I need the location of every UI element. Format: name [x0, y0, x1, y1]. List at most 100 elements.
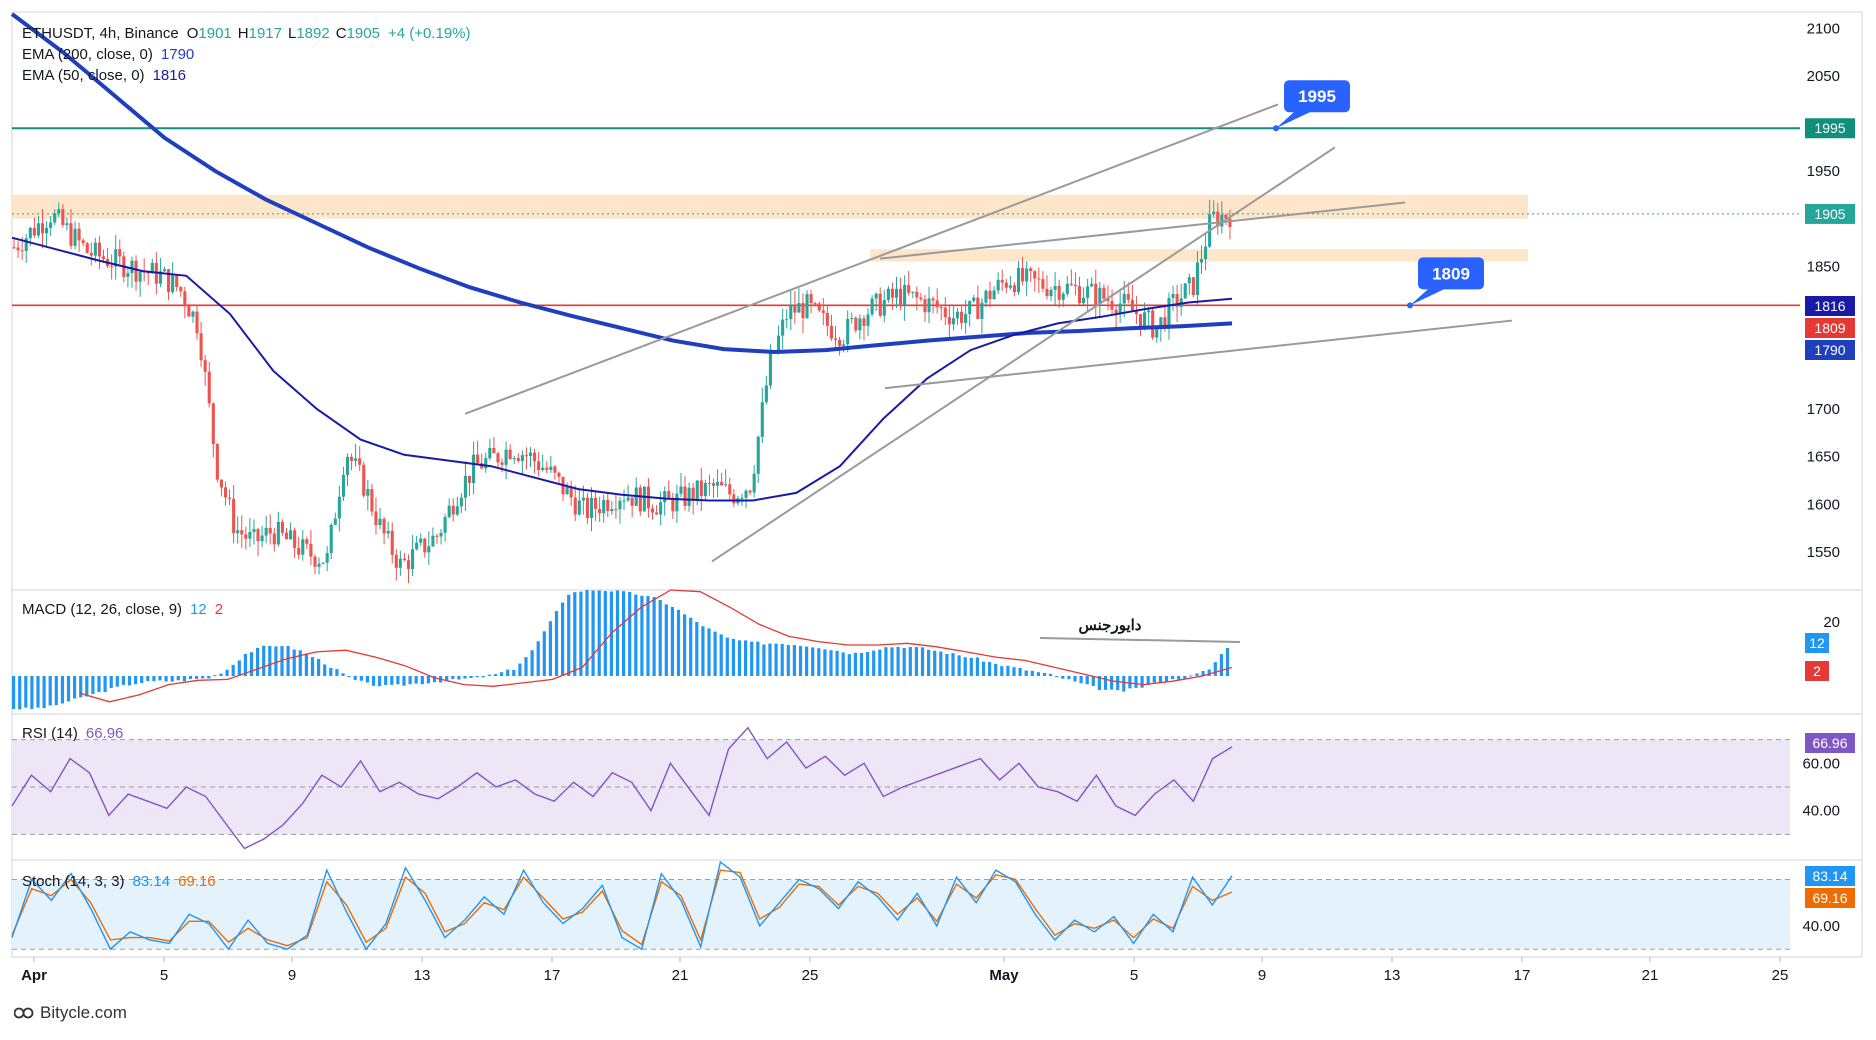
candle-body: [24, 238, 28, 251]
macd-histogram-bar: [408, 676, 412, 685]
candle-body: [976, 297, 980, 319]
macd-histogram-bar: [347, 676, 351, 677]
candle-body: [126, 273, 130, 277]
macd-histogram-bar: [310, 657, 315, 676]
candle-body: [663, 491, 667, 503]
supply-zone: [12, 194, 1528, 219]
candle-body: [886, 288, 890, 301]
macd-histogram-bar: [268, 646, 272, 676]
macd-histogram-bar: [121, 676, 125, 685]
candle-body: [463, 475, 467, 498]
macd-histogram-bar: [719, 634, 723, 676]
candle-body: [919, 297, 923, 300]
macd-histogram-bar: [231, 664, 235, 676]
candle-body: [1098, 287, 1102, 306]
macd-histogram-bar: [1134, 676, 1138, 688]
candle-body: [638, 487, 642, 512]
macd-histogram-bar: [1061, 676, 1065, 679]
macd-value: 12: [190, 601, 207, 618]
price-label-1809: [1805, 318, 1855, 338]
candle-body: [215, 444, 219, 480]
candle-body: [431, 535, 435, 547]
macd-histogram-bar: [798, 645, 803, 676]
macd-histogram-bar: [1164, 676, 1169, 682]
candle-body: [968, 300, 972, 315]
macd-histogram-bar: [188, 676, 193, 680]
time-axis-tick: 5: [160, 967, 168, 984]
callout-1995-box[interactable]: [1284, 80, 1350, 113]
price-axis-tick: 1600: [1807, 496, 1840, 513]
ema50-line: [11, 236, 1233, 502]
candle-body: [162, 269, 167, 272]
watermark[interactable]: Bitycle.com: [14, 1003, 127, 1023]
time-axis-tick: 13: [1384, 967, 1401, 984]
callout-1809-box[interactable]: [1418, 257, 1484, 290]
candle-body: [516, 458, 520, 462]
stoch-axis-tick: 40.00: [1802, 918, 1840, 935]
macd-histogram-bar: [512, 669, 516, 676]
candle-body: [569, 487, 573, 498]
macd-histogram-bar: [811, 647, 815, 676]
candle-body: [130, 260, 134, 274]
candle-body: [512, 458, 516, 460]
macd-histogram-bar: [1146, 676, 1150, 685]
macd-histogram-bar: [756, 641, 760, 676]
macd-histogram-bar: [60, 676, 64, 704]
macd-histogram-bar: [554, 611, 559, 676]
macd-histogram-bar: [750, 641, 754, 676]
divergence-line: [1039, 637, 1241, 643]
time-axis-tick: 13: [414, 967, 431, 984]
macd-histogram-bar: [54, 676, 58, 706]
candle-body: [842, 344, 846, 346]
candle-body: [732, 494, 736, 504]
candle-body: [553, 466, 557, 473]
macd-histogram-bar: [378, 676, 382, 687]
stoch-d-badge-text: 69.16: [1812, 890, 1847, 906]
candle-body: [899, 288, 903, 307]
candle-body: [748, 490, 752, 493]
candle-body: [1033, 271, 1037, 279]
candle-body: [341, 474, 345, 497]
candle-body: [565, 487, 569, 495]
candle-body: [40, 223, 45, 234]
macd-histogram-bar: [634, 594, 638, 676]
macd-histogram-bar: [249, 652, 254, 676]
candle-body: [219, 479, 223, 488]
candle-body: [175, 275, 179, 288]
candle-body: [1053, 285, 1057, 290]
macd-histogram-bar: [1036, 672, 1040, 676]
macd-histogram-bar: [481, 676, 485, 678]
candle-body: [49, 222, 53, 228]
candle-body: [581, 497, 585, 501]
macd-histogram-bar: [1140, 676, 1144, 688]
macd-histogram-bar: [371, 676, 376, 686]
candle-body: [1126, 293, 1130, 300]
macd-histogram-bar: [201, 676, 205, 679]
candle-body: [1049, 289, 1053, 297]
price-axis-tick: 2050: [1807, 68, 1840, 85]
candle-body: [1025, 268, 1029, 282]
candle-body: [520, 455, 524, 462]
candle-body: [419, 538, 423, 543]
candle-body: [1069, 283, 1073, 285]
candle-body: [101, 256, 106, 260]
ema50-label: EMA (50, close, 0): [22, 67, 145, 84]
candle-body: [1061, 293, 1065, 300]
rsi-axis-tick: 60.00: [1802, 755, 1840, 772]
macd-histogram-bar: [872, 650, 876, 676]
macd-histogram-bar: [945, 653, 949, 676]
candle-body: [1143, 312, 1147, 328]
stoch-k-value: 83.14: [133, 873, 171, 890]
macd-signal-value: 2: [215, 601, 223, 618]
candle-body: [305, 539, 309, 544]
candle-body: [866, 314, 870, 326]
candle-body: [1008, 285, 1012, 288]
candle-body: [1195, 262, 1199, 295]
macd-histogram-bar: [1030, 670, 1034, 676]
candle-body: [1037, 278, 1041, 280]
candle-body: [577, 500, 581, 515]
macd-histogram-bar: [603, 591, 607, 676]
macd-histogram-bar: [207, 676, 211, 679]
macd-histogram-bar: [243, 653, 247, 676]
macd-histogram-bar: [1225, 647, 1230, 676]
